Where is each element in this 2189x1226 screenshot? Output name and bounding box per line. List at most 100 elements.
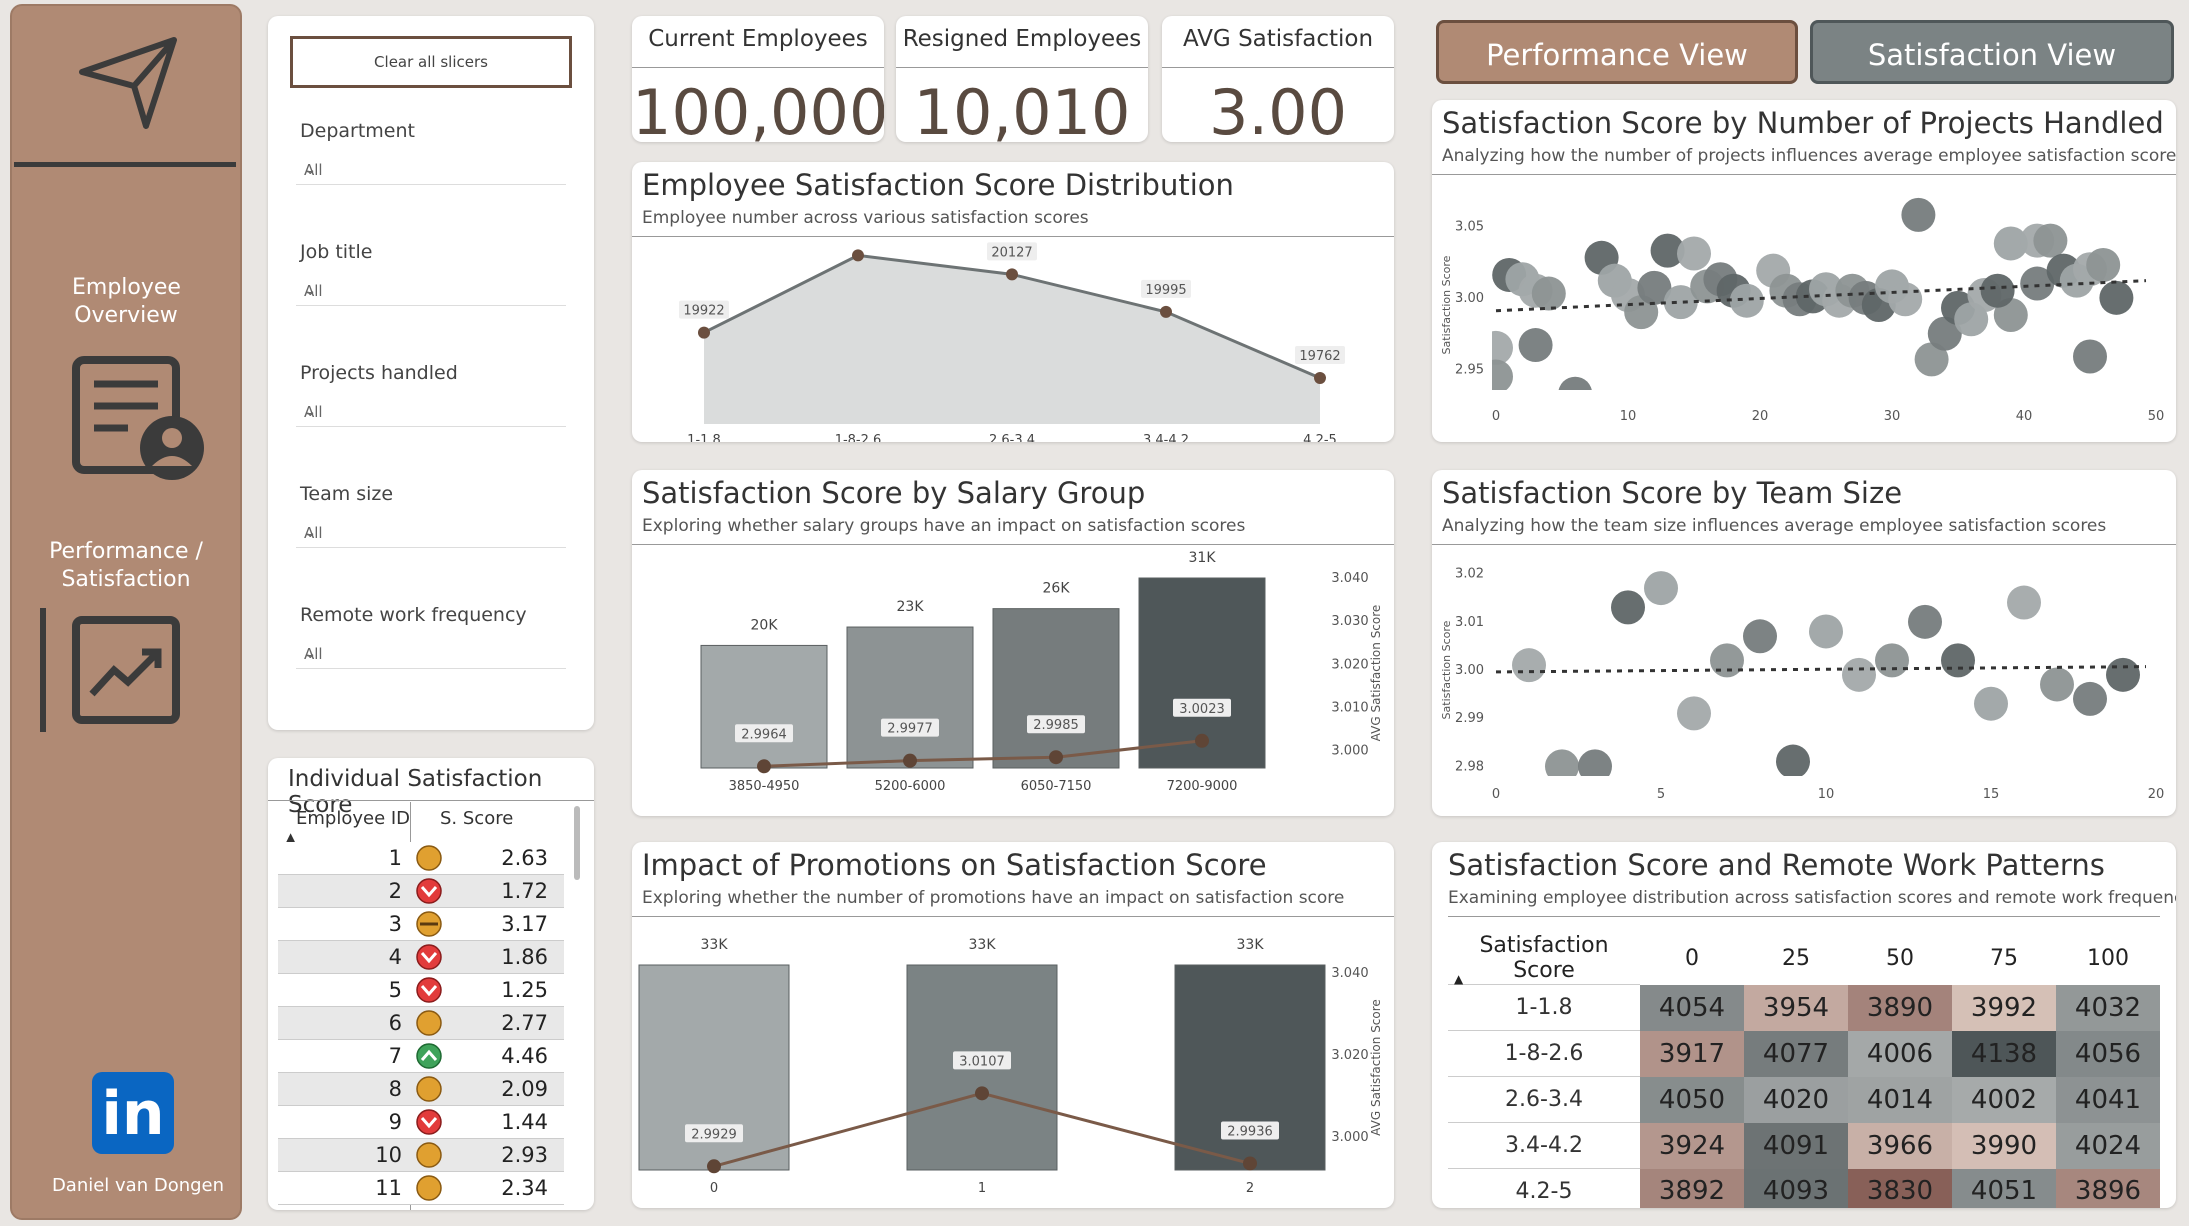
employee-id-cell: 1: [388, 846, 402, 870]
line-point: [975, 1086, 989, 1101]
employee-id-cell: 11: [375, 1176, 402, 1200]
table-row[interactable]: 2 1.72: [278, 875, 564, 908]
score-cell: 2.34: [501, 1176, 548, 1200]
table-row[interactable]: 3 3.17: [278, 908, 564, 941]
view-switch: Performance View Satisfaction View: [1432, 16, 2176, 90]
scatter-point: [1842, 657, 1876, 692]
score-cell: 1.44: [501, 1110, 548, 1134]
x-tick-label: 0: [710, 1181, 718, 1196]
trend-chart-icon[interactable]: [70, 614, 186, 726]
sort-asc-icon: ▲: [286, 830, 296, 844]
data-point: [852, 249, 864, 262]
x-tick-label: 1-8-2.6: [835, 433, 882, 442]
chevron-down-icon[interactable]: ⌄: [304, 281, 317, 299]
heatmap-cell: 4054: [1640, 984, 1744, 1031]
x-tick-label: 5200-6000: [875, 779, 946, 794]
table-scrollbar[interactable]: [574, 806, 580, 880]
bar: [846, 626, 974, 769]
score-cell: 4.46: [501, 1044, 548, 1068]
table-row[interactable]: 1 2.63: [278, 842, 564, 875]
x-tick-label: 10: [1818, 787, 1835, 802]
document-user-icon[interactable]: [68, 354, 208, 484]
chart-subtitle: Examining employee distribution across s…: [1448, 888, 2176, 908]
heatmap-cell: 4091: [1744, 1122, 1848, 1169]
table-row[interactable]: 8 2.09: [278, 1073, 564, 1106]
slicer-dropdown[interactable]: All ⌄: [296, 275, 566, 306]
line-point: [1049, 750, 1063, 765]
slicer-dropdown[interactable]: All ⌄: [296, 396, 566, 427]
slicer-label: Projects handled: [300, 362, 458, 384]
kpi-value: 10,010: [913, 76, 1131, 142]
score-indicator-icon: [416, 1109, 442, 1135]
heatmap-row-header[interactable]: Satisfaction Score ▲: [1454, 933, 1609, 986]
heatmap-cell: 3990: [1952, 1122, 2056, 1169]
performance-view-button[interactable]: Performance View: [1436, 20, 1798, 84]
chart-subtitle: Exploring whether the number of promotio…: [642, 888, 1345, 908]
slicer-dropdown[interactable]: All ⌄: [296, 517, 566, 548]
table-row[interactable]: 10 2.93: [278, 1139, 564, 1172]
heatmap-cell: 3892: [1640, 1168, 1744, 1208]
x-tick-label: 3850-4950: [729, 779, 800, 794]
scatter-point: [2020, 266, 2055, 301]
scatter-point: [2106, 657, 2140, 692]
scatter-point: [1518, 328, 1553, 363]
bar-label: 31K: [1189, 550, 1217, 566]
column-header-employee-id[interactable]: Employee ID: [296, 808, 411, 829]
y2-axis-label: AVG Satisfaction Score: [1369, 605, 1383, 742]
slicer-dropdown[interactable]: All ⌄: [296, 154, 566, 185]
line-label: 2.9964: [741, 727, 787, 742]
data-label: 19995: [1145, 283, 1186, 298]
score-cell: 1.25: [501, 978, 548, 1002]
scatter-point: [1677, 236, 1711, 271]
salary-combo-chart: 20K 3850-4950 23K 5200-6000 26K 6050-7150 31K 7…: [700, 550, 1383, 794]
x-tick-label: 2: [1246, 1181, 1254, 1196]
chevron-down-icon[interactable]: ⌄: [304, 402, 317, 420]
x-tick-label: 1-1.8: [687, 433, 721, 442]
line-point: [757, 759, 771, 774]
slicer-dropdown[interactable]: All ⌄: [296, 638, 566, 669]
employee-id-cell: 5: [388, 978, 402, 1002]
x-tick-label: 6050-7150: [1021, 779, 1092, 794]
chart-title: Employee Satisfaction Score Distribution: [642, 168, 1234, 202]
scatter-point: [1875, 643, 1909, 678]
table-row[interactable]: 4 1.86: [278, 941, 564, 974]
linkedin-icon[interactable]: in: [92, 1072, 174, 1154]
table-row[interactable]: 7 4.46: [278, 1040, 564, 1073]
x-tick-label: 20: [1752, 409, 1769, 424]
chart-subtitle: Employee number across various satisfact…: [642, 208, 1089, 228]
chevron-down-icon[interactable]: ⌄: [304, 160, 317, 178]
slicer-value: All: [304, 282, 323, 300]
scatter-point: [2073, 339, 2107, 374]
table-row[interactable]: 11 2.34: [278, 1172, 564, 1205]
satisfaction-view-button[interactable]: Satisfaction View: [1810, 20, 2174, 84]
bar-label: 23K: [897, 599, 925, 615]
slicer-value: All: [304, 403, 323, 421]
y2-tick-label: 3.030: [1331, 614, 1368, 629]
table-row[interactable]: 6 2.77: [278, 1007, 564, 1040]
column-header-score[interactable]: S. Score: [440, 808, 514, 829]
employee-id-cell: 4: [388, 945, 402, 969]
nav-performance-satisfaction-label[interactable]: Performance / Satisfaction: [49, 539, 203, 592]
heatmap-row-label: 2.6-3.4: [1448, 1076, 1640, 1123]
chevron-down-icon[interactable]: ⌄: [304, 644, 317, 662]
x-tick-label: 10: [1620, 409, 1637, 424]
author-name: Daniel van Dongen: [51, 1175, 225, 1196]
line-label: 2.9977: [887, 722, 933, 737]
data-point: [1006, 268, 1018, 281]
table-row[interactable]: 9 1.44: [278, 1106, 564, 1139]
scatter-point: [1677, 696, 1711, 731]
nav-employee-overview-label[interactable]: Employee Overview: [72, 275, 181, 328]
kpi-current-employees: Current Employees 100,000: [632, 16, 884, 142]
chevron-down-icon[interactable]: ⌄: [304, 523, 317, 541]
send-icon[interactable]: [74, 30, 184, 130]
data-point: [698, 326, 710, 339]
promotions-chart-panel: Impact of Promotions on Satisfaction Sco…: [632, 842, 1394, 1208]
x-tick-label: 20: [2148, 787, 2165, 802]
clear-slicers-button[interactable]: Clear all slicers: [290, 36, 572, 88]
data-label-bg: [1295, 346, 1345, 365]
distribution-chart-panel: Employee Satisfaction Score Distribution…: [632, 162, 1394, 442]
table-row[interactable]: 5 1.25: [278, 974, 564, 1007]
x-tick-label: 40: [2016, 409, 2033, 424]
scatter-point: [1578, 749, 1612, 776]
